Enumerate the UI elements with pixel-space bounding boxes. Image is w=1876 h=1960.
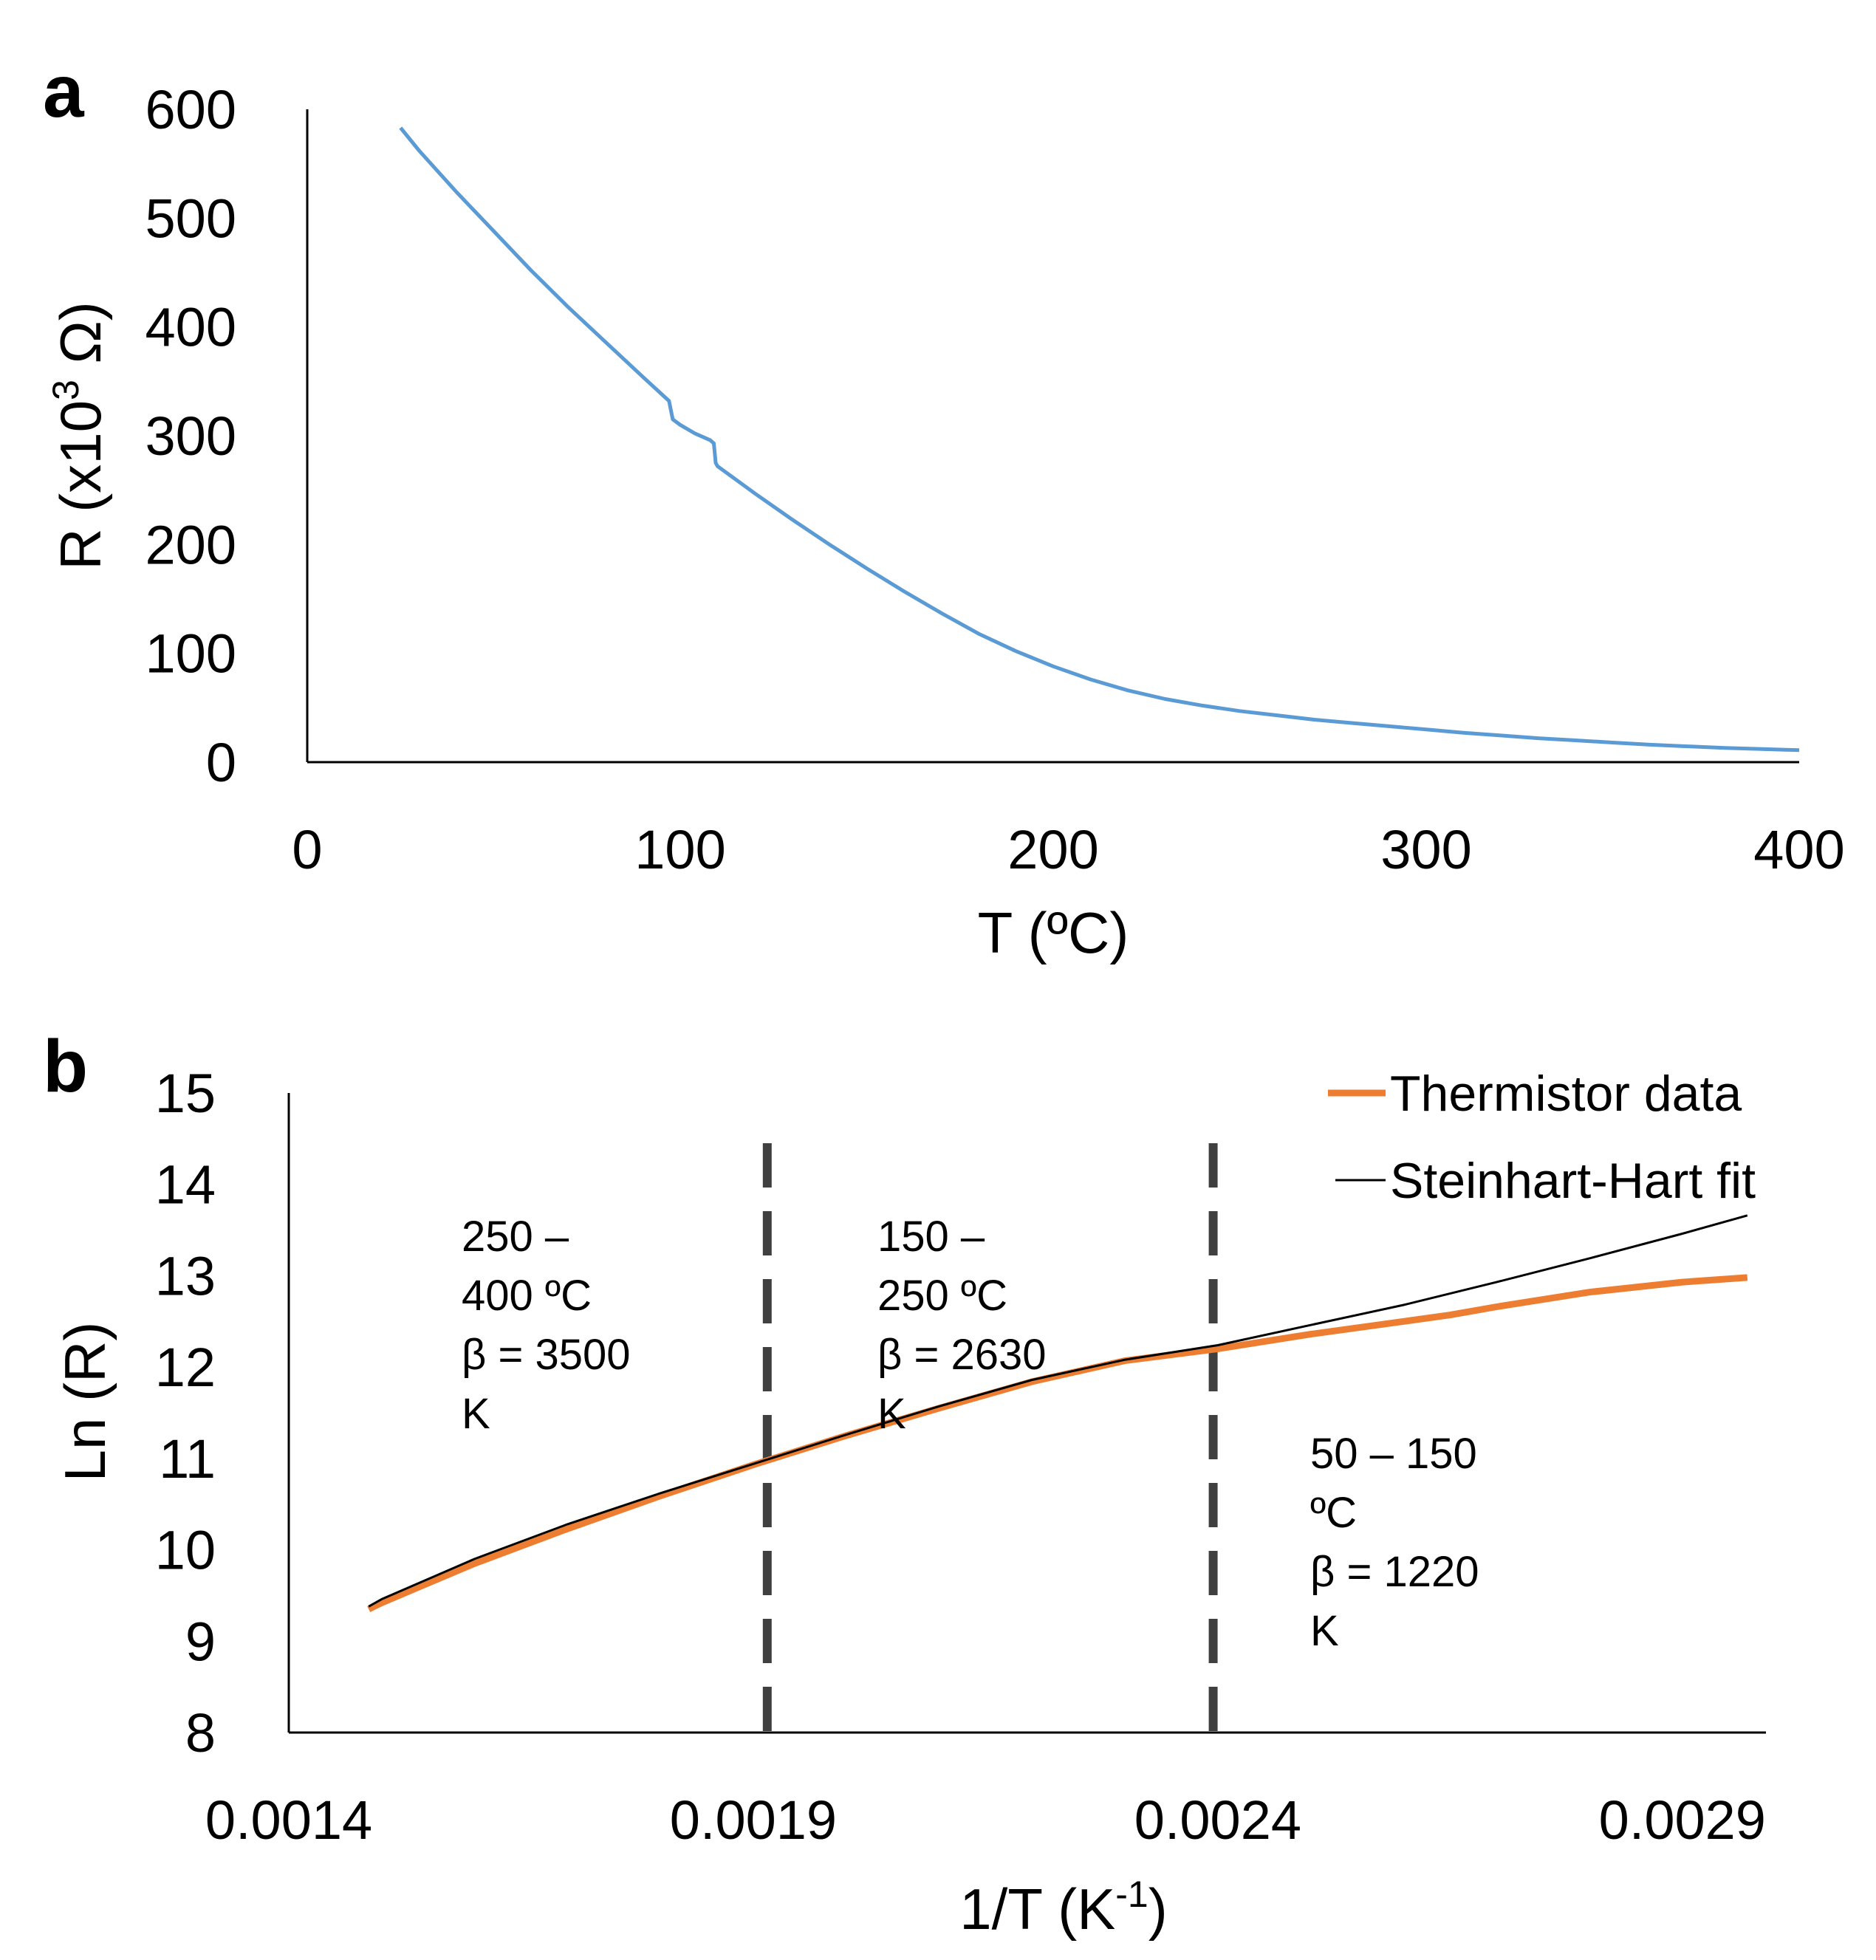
y-tick-label-a: 100 <box>146 623 236 685</box>
y-tick-label-b: 8 <box>185 1702 216 1764</box>
x-ticks-b: 0.0014 0.0019 0.0024 0.0029 <box>205 1789 1766 1851</box>
chart-b: b 8 9 10 11 12 13 14 15 0.0014 0.0019 0.0024 0.002… <box>43 1025 1766 1942</box>
x-tick-label-b: 0.0024 <box>1134 1789 1301 1851</box>
annotation-2-line-1: 150 – <box>877 1213 985 1261</box>
series-line-steinhart-hart-fit <box>368 1214 1748 1608</box>
y-axis-title-b: Ln (R) <box>52 1322 117 1482</box>
y-tick-label-a: 200 <box>146 514 236 575</box>
y-ticks-a: 0 100 200 300 400 500 600 <box>146 79 236 793</box>
series-line-thermistor-data <box>367 1274 1748 1613</box>
x-axis-title-b: 1/T (K-1) <box>959 1874 1167 1942</box>
series-line-resistance <box>399 126 1800 753</box>
annotation-3-line-1: 50 – 150 <box>1310 1430 1477 1478</box>
annotation-3-line-2: ºC <box>1310 1489 1357 1537</box>
x-tick-label-b: 0.0014 <box>205 1789 372 1851</box>
annotation-2-line-3: β = 2630 <box>877 1331 1047 1379</box>
y-tick-label-b: 12 <box>155 1337 216 1398</box>
y-tick-label-a: 500 <box>146 188 236 249</box>
x-tick-label-a: 100 <box>634 819 725 880</box>
x-tick-label-a: 0 <box>292 819 322 880</box>
x-tick-label-a: 200 <box>1007 819 1098 880</box>
x-axis-title-b-tail: ) <box>1148 1877 1168 1942</box>
y-axis-title-a: R (x103 Ω) <box>45 301 113 570</box>
annotation-1-line-2: 400 ºC <box>462 1272 592 1320</box>
x-axis-title-b-main: 1/T (K <box>959 1877 1115 1942</box>
annotation-2-line-2: 250 ºC <box>877 1272 1007 1320</box>
y-tick-label-b: 11 <box>159 1428 216 1490</box>
y-tick-label-a: 600 <box>146 79 236 140</box>
y-tick-label-b: 15 <box>155 1063 216 1124</box>
y-tick-label-b: 10 <box>155 1520 216 1581</box>
panel-label-b: b <box>43 1025 88 1108</box>
legend: Thermistor data Steinhart-Hart fit <box>1328 1066 1756 1209</box>
y-tick-label-b: 14 <box>155 1154 216 1216</box>
y-tick-label-a: 0 <box>206 732 236 793</box>
y-tick-label-a: 300 <box>146 405 236 467</box>
annotation-3-line-3: β = 1220 <box>1310 1548 1479 1596</box>
annotation-range-150-250: 150 – 250 ºC β = 2630 K <box>877 1213 1058 1438</box>
legend-label-thermistor-data: Thermistor data <box>1390 1066 1742 1122</box>
legend-label-steinhart-hart-fit: Steinhart-Hart fit <box>1390 1153 1756 1209</box>
y-axis-title-a-sup: 3 <box>45 380 86 400</box>
annotation-1-line-3: β = 3500 <box>462 1331 631 1379</box>
x-axis-title-b-sup: -1 <box>1115 1874 1148 1915</box>
annotation-2-line-4: K <box>877 1390 906 1438</box>
annotation-1-line-4: K <box>462 1390 490 1438</box>
x-tick-label-a: 400 <box>1753 819 1844 880</box>
x-ticks-a: 0 100 200 300 400 <box>292 819 1844 880</box>
range-dividers <box>762 1143 1218 1733</box>
annotation-range-50-150: 50 – 150 ºC β = 1220 K <box>1310 1430 1491 1655</box>
y-axis-title-a-main: R (x10 <box>48 400 113 570</box>
y-ticks-b: 8 9 10 11 12 13 14 15 <box>155 1063 216 1764</box>
y-axis-title-a-tail: Ω) <box>48 301 113 380</box>
x-tick-label-b: 0.0019 <box>670 1789 837 1851</box>
x-tick-label-a: 300 <box>1380 819 1471 880</box>
y-tick-label-b: 13 <box>155 1245 216 1306</box>
annotation-3-line-4: K <box>1310 1607 1339 1655</box>
y-tick-label-a: 400 <box>146 297 236 358</box>
panel-label-a: a <box>43 50 85 133</box>
annotation-1-line-1: 250 – <box>462 1213 569 1261</box>
x-tick-label-b: 0.0029 <box>1599 1789 1766 1851</box>
y-tick-label-b: 9 <box>185 1611 216 1672</box>
annotation-range-250-400: 250 – 400 ºC β = 3500 K <box>462 1213 643 1438</box>
x-axis-title-a: T (ºC) <box>978 900 1129 965</box>
chart-a: a 0 100 200 300 400 500 600 0 100 200 300 400 T (º… <box>43 50 1845 965</box>
